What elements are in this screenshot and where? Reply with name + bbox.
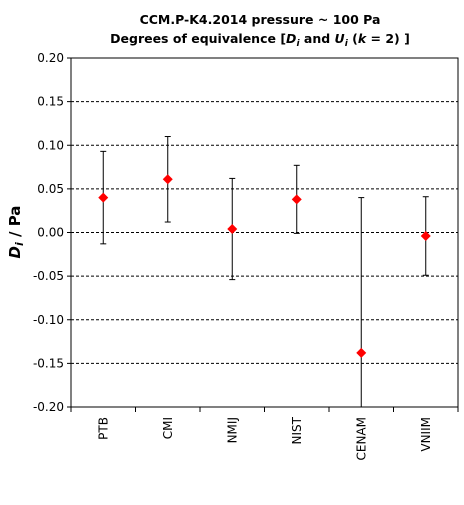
- y-tick-label: 0.05: [37, 182, 64, 196]
- data-point: [291, 194, 302, 205]
- x-axis-ticks: PTB CMI NMIJ NIST CENAM VNIIM: [70, 407, 459, 461]
- data-point: [162, 174, 173, 185]
- y-tick-label: 0.10: [37, 138, 64, 152]
- data-point: [420, 230, 431, 241]
- y-tick-label: -0.15: [33, 356, 64, 370]
- data-markers: [98, 174, 431, 358]
- y-tick-label: -0.20: [33, 400, 64, 414]
- y-tick-label: 0.15: [37, 95, 64, 109]
- x-tick-label: NMIJ: [225, 417, 239, 443]
- y-tick-label: -0.05: [33, 269, 64, 283]
- x-tick-label: CENAM: [354, 417, 368, 461]
- data-point: [356, 347, 367, 358]
- plot-area: [70, 57, 459, 408]
- gridlines: [71, 101, 458, 364]
- y-tick-label: 0.20: [37, 51, 64, 65]
- y-axis-label: Di / Pa: [6, 206, 26, 259]
- x-tick-label: NIST: [290, 416, 304, 444]
- x-tick-label: CMI: [161, 417, 175, 439]
- chart-subtitle: Degrees of equivalence [Di and Ui (k = 2…: [110, 31, 410, 49]
- y-tick-label: 0.00: [37, 226, 64, 240]
- x-tick-label: VNIIM: [419, 417, 433, 452]
- x-tick-label: PTB: [96, 417, 110, 440]
- chart-title: CCM.P-K4.2014 pressure ~ 100 Pa: [140, 12, 381, 27]
- error-bars: [100, 136, 429, 407]
- y-tick-label: -0.10: [33, 313, 64, 327]
- data-point: [227, 224, 238, 235]
- data-point: [98, 192, 109, 203]
- y-axis-ticks: 0.20 0.15 0.10 0.05 0.00 -0.05 -0.10 -0.15 -0.20: [33, 51, 71, 414]
